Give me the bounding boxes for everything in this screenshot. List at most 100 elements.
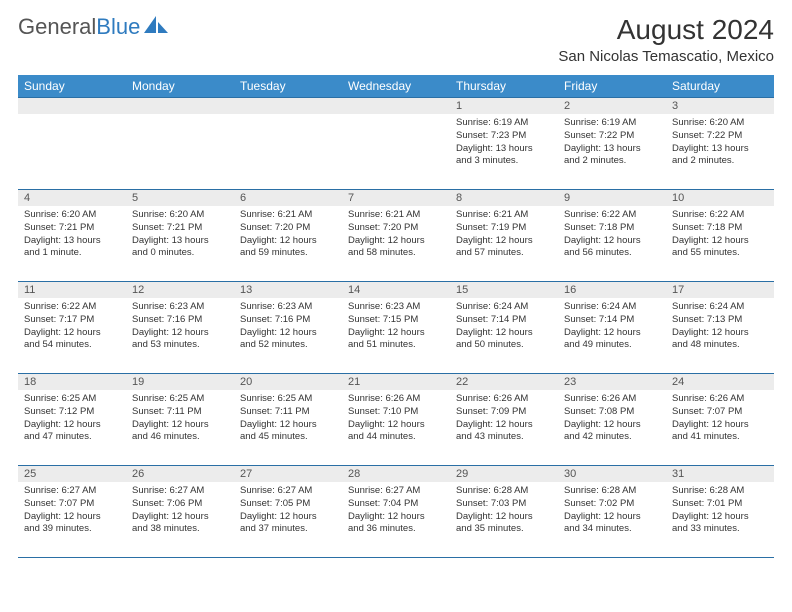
day-number: 29 [450,466,558,482]
day-line: Daylight: 12 hours [132,419,228,432]
calendar-cell: 28Sunrise: 6:27 AMSunset: 7:04 PMDayligh… [342,466,450,558]
day-body: Sunrise: 6:20 AMSunset: 7:21 PMDaylight:… [18,206,126,264]
day-number: 11 [18,282,126,298]
day-line: and 53 minutes. [132,339,228,352]
day-line: Sunset: 7:22 PM [564,130,660,143]
day-body [126,114,234,121]
day-line: Daylight: 13 hours [564,143,660,156]
calendar-head: SundayMondayTuesdayWednesdayThursdayFrid… [18,75,774,98]
day-number: 13 [234,282,342,298]
day-line: Daylight: 13 hours [672,143,768,156]
day-header: Friday [558,75,666,98]
day-line: and 34 minutes. [564,523,660,536]
calendar-cell: 29Sunrise: 6:28 AMSunset: 7:03 PMDayligh… [450,466,558,558]
day-line: and 37 minutes. [240,523,336,536]
calendar-cell: 14Sunrise: 6:23 AMSunset: 7:15 PMDayligh… [342,282,450,374]
day-body [18,114,126,121]
day-number: 22 [450,374,558,390]
day-number: 1 [450,98,558,114]
day-line: Daylight: 12 hours [456,511,552,524]
day-line: and 35 minutes. [456,523,552,536]
day-line: Sunrise: 6:25 AM [132,393,228,406]
day-header: Monday [126,75,234,98]
day-number: 3 [666,98,774,114]
day-line: Sunset: 7:09 PM [456,406,552,419]
day-line: Sunset: 7:12 PM [24,406,120,419]
day-header: Thursday [450,75,558,98]
day-number: 28 [342,466,450,482]
calendar-row: 11Sunrise: 6:22 AMSunset: 7:17 PMDayligh… [18,282,774,374]
calendar-cell: 1Sunrise: 6:19 AMSunset: 7:23 PMDaylight… [450,98,558,190]
day-line: Daylight: 12 hours [456,235,552,248]
day-line: Sunrise: 6:28 AM [564,485,660,498]
day-line: and 33 minutes. [672,523,768,536]
day-line: Daylight: 12 hours [24,327,120,340]
calendar-cell: 21Sunrise: 6:26 AMSunset: 7:10 PMDayligh… [342,374,450,466]
day-line: Daylight: 13 hours [24,235,120,248]
day-line: Daylight: 12 hours [240,327,336,340]
day-line: Sunset: 7:04 PM [348,498,444,511]
day-body: Sunrise: 6:20 AMSunset: 7:22 PMDaylight:… [666,114,774,172]
calendar-cell: 2Sunrise: 6:19 AMSunset: 7:22 PMDaylight… [558,98,666,190]
day-line: Daylight: 12 hours [672,235,768,248]
day-body: Sunrise: 6:26 AMSunset: 7:07 PMDaylight:… [666,390,774,448]
day-line: and 59 minutes. [240,247,336,260]
day-line: Daylight: 12 hours [348,419,444,432]
calendar-cell: 12Sunrise: 6:23 AMSunset: 7:16 PMDayligh… [126,282,234,374]
day-number [234,98,342,114]
day-line: Sunset: 7:18 PM [564,222,660,235]
day-line: Sunrise: 6:19 AM [456,117,552,130]
day-line: Sunrise: 6:27 AM [24,485,120,498]
day-line: Sunrise: 6:25 AM [240,393,336,406]
day-line: and 2 minutes. [564,155,660,168]
calendar-cell: 4Sunrise: 6:20 AMSunset: 7:21 PMDaylight… [18,190,126,282]
day-body: Sunrise: 6:27 AMSunset: 7:07 PMDaylight:… [18,482,126,540]
day-number: 20 [234,374,342,390]
day-line: Sunset: 7:06 PM [132,498,228,511]
day-line: Sunrise: 6:23 AM [348,301,444,314]
day-number: 18 [18,374,126,390]
day-number: 25 [18,466,126,482]
day-line: Sunrise: 6:23 AM [240,301,336,314]
day-line: Sunset: 7:16 PM [132,314,228,327]
day-number: 30 [558,466,666,482]
calendar-cell: 17Sunrise: 6:24 AMSunset: 7:13 PMDayligh… [666,282,774,374]
day-line: Sunset: 7:07 PM [672,406,768,419]
day-body: Sunrise: 6:23 AMSunset: 7:16 PMDaylight:… [126,298,234,356]
day-line: and 52 minutes. [240,339,336,352]
day-line: Daylight: 12 hours [132,511,228,524]
day-number: 19 [126,374,234,390]
day-line: Sunrise: 6:26 AM [456,393,552,406]
day-number: 9 [558,190,666,206]
day-body: Sunrise: 6:26 AMSunset: 7:10 PMDaylight:… [342,390,450,448]
day-line: and 0 minutes. [132,247,228,260]
day-number: 4 [18,190,126,206]
day-line: Sunrise: 6:21 AM [456,209,552,222]
day-line: and 58 minutes. [348,247,444,260]
day-line: Sunset: 7:21 PM [132,222,228,235]
day-line: and 43 minutes. [456,431,552,444]
logo-text-1: General [18,14,96,40]
day-line: Daylight: 12 hours [564,235,660,248]
day-line: Sunset: 7:17 PM [24,314,120,327]
day-line: Sunrise: 6:25 AM [24,393,120,406]
day-number: 8 [450,190,558,206]
day-line: and 57 minutes. [456,247,552,260]
day-line: Sunrise: 6:28 AM [672,485,768,498]
day-line: Sunrise: 6:22 AM [672,209,768,222]
day-number: 24 [666,374,774,390]
day-line: Sunrise: 6:27 AM [240,485,336,498]
day-number: 2 [558,98,666,114]
day-body: Sunrise: 6:22 AMSunset: 7:18 PMDaylight:… [666,206,774,264]
calendar-cell [234,98,342,190]
calendar-cell [126,98,234,190]
day-line: Sunset: 7:02 PM [564,498,660,511]
day-number: 21 [342,374,450,390]
day-line: Sunrise: 6:23 AM [132,301,228,314]
day-line: Sunset: 7:03 PM [456,498,552,511]
day-number: 15 [450,282,558,298]
day-number [126,98,234,114]
day-line: and 50 minutes. [456,339,552,352]
calendar-cell: 24Sunrise: 6:26 AMSunset: 7:07 PMDayligh… [666,374,774,466]
calendar-cell [18,98,126,190]
